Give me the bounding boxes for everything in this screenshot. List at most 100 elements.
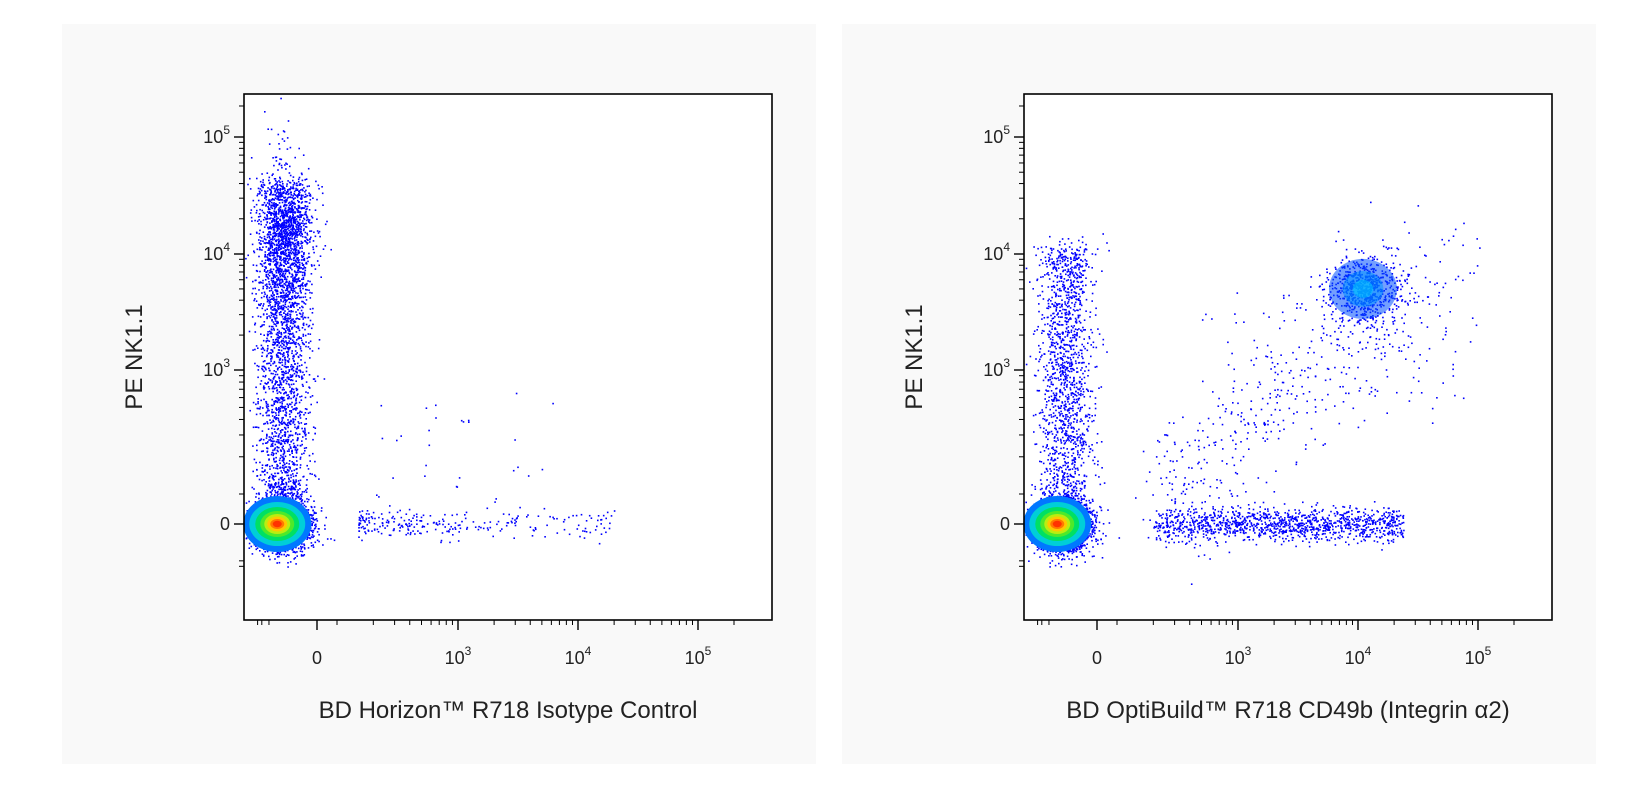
event-dot: [301, 383, 304, 386]
event-dot: [290, 489, 292, 491]
event-dot: [285, 370, 287, 373]
event-dot: [281, 493, 284, 496]
event-dot: [292, 462, 295, 464]
event-dot: [285, 263, 287, 265]
event-dot: [275, 407, 277, 409]
event-dot: [270, 440, 273, 442]
event-dot: [279, 262, 282, 264]
event-dot: [283, 276, 285, 278]
event-dot: [266, 211, 269, 213]
event-dot: [279, 273, 281, 276]
event-dot: [274, 443, 277, 446]
event-dot: [279, 267, 282, 270]
event-dot: [324, 528, 326, 530]
event-dot: [262, 179, 264, 181]
event-dot: [269, 332, 271, 335]
event-dot: [304, 316, 307, 319]
event-dot: [265, 400, 267, 403]
event-dot: [297, 318, 300, 320]
event-dot: [306, 282, 308, 285]
event-dot: [298, 261, 301, 264]
event-dot: [275, 432, 278, 434]
event-dot: [270, 357, 273, 360]
event-dot: [267, 247, 270, 250]
event-dot: [263, 370, 265, 373]
event-dot: [284, 243, 287, 245]
event-dot: [292, 195, 294, 197]
event-dot: [282, 308, 285, 311]
event-dot: [297, 393, 299, 395]
event-dot: [299, 307, 301, 309]
event-dot: [256, 547, 259, 549]
event-dot: [262, 450, 264, 452]
event-dot: [282, 183, 284, 185]
event-dot: [312, 518, 314, 520]
event-dot: [278, 555, 280, 558]
event-dot: [286, 285, 288, 287]
event-dot: [286, 275, 289, 278]
event-dot: [268, 378, 270, 380]
event-dot: [289, 390, 291, 393]
event-dot: [269, 200, 272, 203]
event-dot: [265, 196, 267, 199]
event-dot: [280, 431, 282, 434]
event-dot: [273, 448, 276, 450]
event-dot: [301, 427, 303, 430]
event-dot: [295, 318, 297, 320]
event-dot: [293, 391, 296, 393]
event-dot: [295, 370, 297, 373]
event-dot: [271, 272, 274, 275]
event-dot: [282, 185, 284, 187]
event-dot: [276, 284, 278, 286]
event-dot: [292, 388, 295, 391]
event-dot: [294, 350, 297, 352]
event-dot: [275, 240, 277, 243]
event-dot: [291, 304, 294, 307]
event-dot: [292, 211, 294, 214]
event-dot: [295, 474, 297, 477]
event-dot: [303, 258, 305, 261]
event-dot: [269, 330, 271, 333]
event-dot: [284, 245, 286, 248]
event-dot: [322, 544, 324, 546]
event-dot: [292, 278, 294, 281]
event-dot: [277, 244, 279, 246]
event-dot: [258, 365, 260, 368]
event-dot: [279, 234, 281, 236]
event-dot: [281, 435, 284, 437]
event-dot: [295, 275, 297, 277]
event-dot: [273, 315, 275, 318]
event-dot: [298, 242, 300, 245]
event-dot: [300, 235, 302, 237]
event-dot: [256, 468, 258, 471]
event-dot: [298, 422, 300, 425]
event-dot: [291, 326, 294, 329]
event-dot: [283, 399, 286, 401]
event-dot: [282, 343, 285, 346]
event-dot: [270, 307, 272, 310]
event-dot: [281, 214, 283, 217]
event-dot: [261, 479, 263, 482]
event-dot: [266, 350, 268, 352]
event-dot: [273, 202, 275, 204]
event-dot: [264, 284, 267, 286]
event-dot: [277, 427, 280, 430]
event-dot: [286, 287, 288, 289]
event-dot: [318, 533, 320, 536]
event-dot: [293, 228, 296, 230]
event-dot: [292, 439, 294, 441]
event-dot: [284, 423, 287, 426]
event-dot: [279, 344, 282, 347]
event-dot: [301, 546, 304, 548]
event-dot: [261, 464, 264, 466]
event-dot: [287, 430, 289, 433]
event-dot: [295, 380, 297, 382]
event-dot: [287, 354, 290, 357]
event-dot: [266, 287, 268, 290]
event-dot: [269, 252, 272, 255]
event-dot: [274, 282, 276, 285]
event-dot: [271, 552, 274, 554]
event-dot: [287, 327, 290, 329]
event-dot: [299, 466, 302, 469]
event-dot: [277, 301, 279, 303]
